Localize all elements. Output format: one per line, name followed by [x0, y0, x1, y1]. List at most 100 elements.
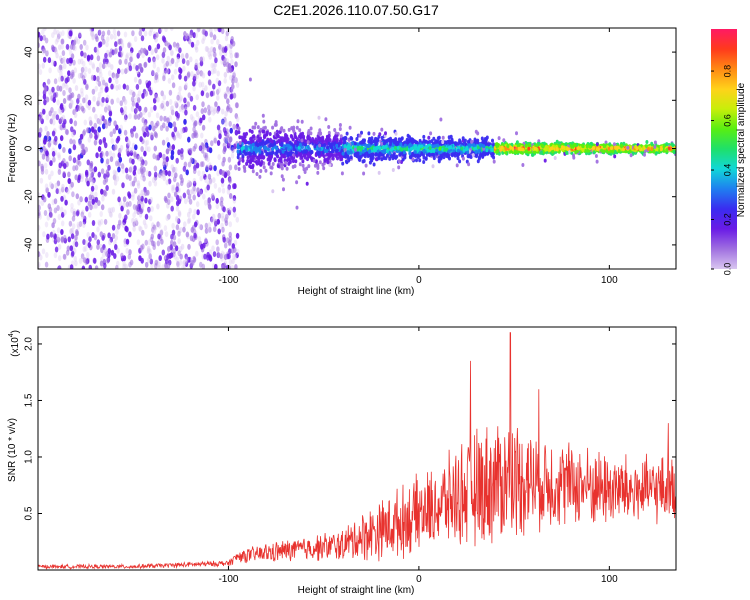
heatmap-cell	[490, 148, 494, 153]
heatmap-cell	[217, 87, 221, 94]
heatmap-cell	[316, 163, 320, 168]
heatmap-cell	[221, 263, 226, 269]
heatmap-cell	[163, 67, 168, 74]
heatmap-cell	[185, 256, 189, 263]
heatmap-cell	[211, 245, 215, 252]
heatmap-cell	[54, 38, 59, 45]
heatmap-cell	[94, 265, 99, 269]
heatmap-cell	[280, 153, 284, 158]
heatmap-cell	[137, 195, 141, 202]
heatmap-cell	[306, 131, 310, 135]
heatmap-cell	[99, 218, 104, 225]
heatmap-cell	[138, 255, 142, 262]
heatmap-cell	[96, 243, 100, 250]
heatmap-cell	[458, 159, 462, 164]
heatmap-cell	[149, 28, 154, 33]
heatmap-cell	[121, 167, 125, 174]
heatmap-cell	[163, 225, 168, 232]
heatmap-cell	[176, 94, 180, 101]
heatmap-cell	[260, 155, 263, 160]
heatmap-cell	[117, 51, 122, 58]
heatmap-cell	[132, 225, 136, 232]
heatmap-cell	[80, 91, 84, 98]
heatmap-cell	[107, 164, 111, 171]
heatmap-cell	[222, 142, 227, 149]
heatmap-cell	[208, 178, 213, 185]
heatmap-cell	[62, 253, 67, 260]
heatmap-cell	[116, 260, 120, 267]
heatmap-cell	[614, 145, 618, 150]
heatmap-cell	[186, 101, 191, 108]
heatmap-cell	[141, 52, 145, 59]
heatmap-cell	[527, 143, 531, 148]
heatmap-cell	[484, 140, 488, 145]
heatmap-cell	[60, 38, 64, 45]
heatmap-cell	[230, 36, 234, 42]
heatmap-cell	[198, 81, 202, 88]
heatmap-cell	[251, 155, 255, 160]
heatmap-cell	[187, 38, 192, 45]
heatmap-cell	[170, 171, 174, 178]
heatmap-cell	[128, 175, 132, 181]
heatmap-cell	[267, 154, 271, 159]
heatmap-cell	[312, 139, 316, 144]
heatmap-cell	[364, 163, 368, 168]
heatmap-cell	[671, 143, 675, 148]
heatmap-cell	[119, 144, 124, 151]
heatmap-cell	[216, 140, 221, 146]
heatmap-cell	[193, 221, 198, 228]
heatmap-cell	[87, 104, 91, 111]
heatmap-cell	[347, 145, 351, 150]
heatmap-cell	[216, 107, 220, 114]
heatmap-cell	[111, 188, 116, 195]
heatmap-cell	[340, 171, 344, 176]
heatmap-cell	[101, 123, 106, 130]
heatmap-cell	[220, 28, 225, 35]
heatmap-cell	[46, 131, 50, 137]
heatmap-cell	[45, 96, 50, 103]
heatmap-cell	[97, 29, 102, 36]
heatmap-cell	[51, 32, 55, 39]
heatmap-cell	[183, 221, 187, 228]
heatmap-cell	[90, 31, 94, 38]
heatmap-cell	[170, 184, 175, 191]
heatmap-cell	[228, 48, 233, 55]
heatmap-cell	[183, 103, 188, 110]
heatmap-cell	[76, 221, 81, 228]
heatmap-cell	[161, 264, 165, 269]
heatmap-cell	[138, 105, 142, 112]
heatmap-cell	[143, 121, 147, 128]
heatmap-cell	[150, 134, 154, 141]
heatmap-cell	[72, 210, 77, 217]
heatmap-cell	[97, 220, 102, 227]
heatmap-cell	[205, 92, 210, 99]
heatmap-cell	[174, 215, 179, 222]
heatmap-cell	[195, 94, 199, 101]
heatmap-cell	[62, 147, 66, 153]
heatmap-cell	[125, 201, 130, 208]
heatmap-cell	[326, 160, 330, 165]
heatmap-cell	[369, 139, 373, 144]
heatmap-cell	[182, 165, 187, 172]
heatmap-cell	[319, 131, 323, 136]
heatmap-cell	[44, 168, 49, 175]
heatmap-cell	[104, 61, 108, 68]
heatmap-cell	[143, 48, 148, 55]
heatmap-cell	[242, 132, 246, 137]
heatmap-cell	[264, 149, 267, 154]
heatmap-cell	[394, 145, 397, 150]
heatmap-cell	[199, 71, 203, 78]
heatmap-cell	[171, 222, 175, 229]
heatmap-cell	[191, 116, 195, 123]
heatmap-cell	[60, 43, 64, 50]
heatmap-cell	[42, 93, 47, 100]
heatmap-cell	[147, 207, 151, 214]
heatmap-cell	[646, 146, 650, 151]
heatmap-cell	[161, 139, 166, 146]
heatmap-cell	[177, 250, 181, 257]
heatmap-cell	[96, 226, 100, 233]
heatmap-cell	[114, 244, 118, 250]
heatmap-cell	[228, 231, 232, 238]
heatmap-cell	[378, 151, 382, 156]
heatmap-cell	[592, 150, 596, 155]
